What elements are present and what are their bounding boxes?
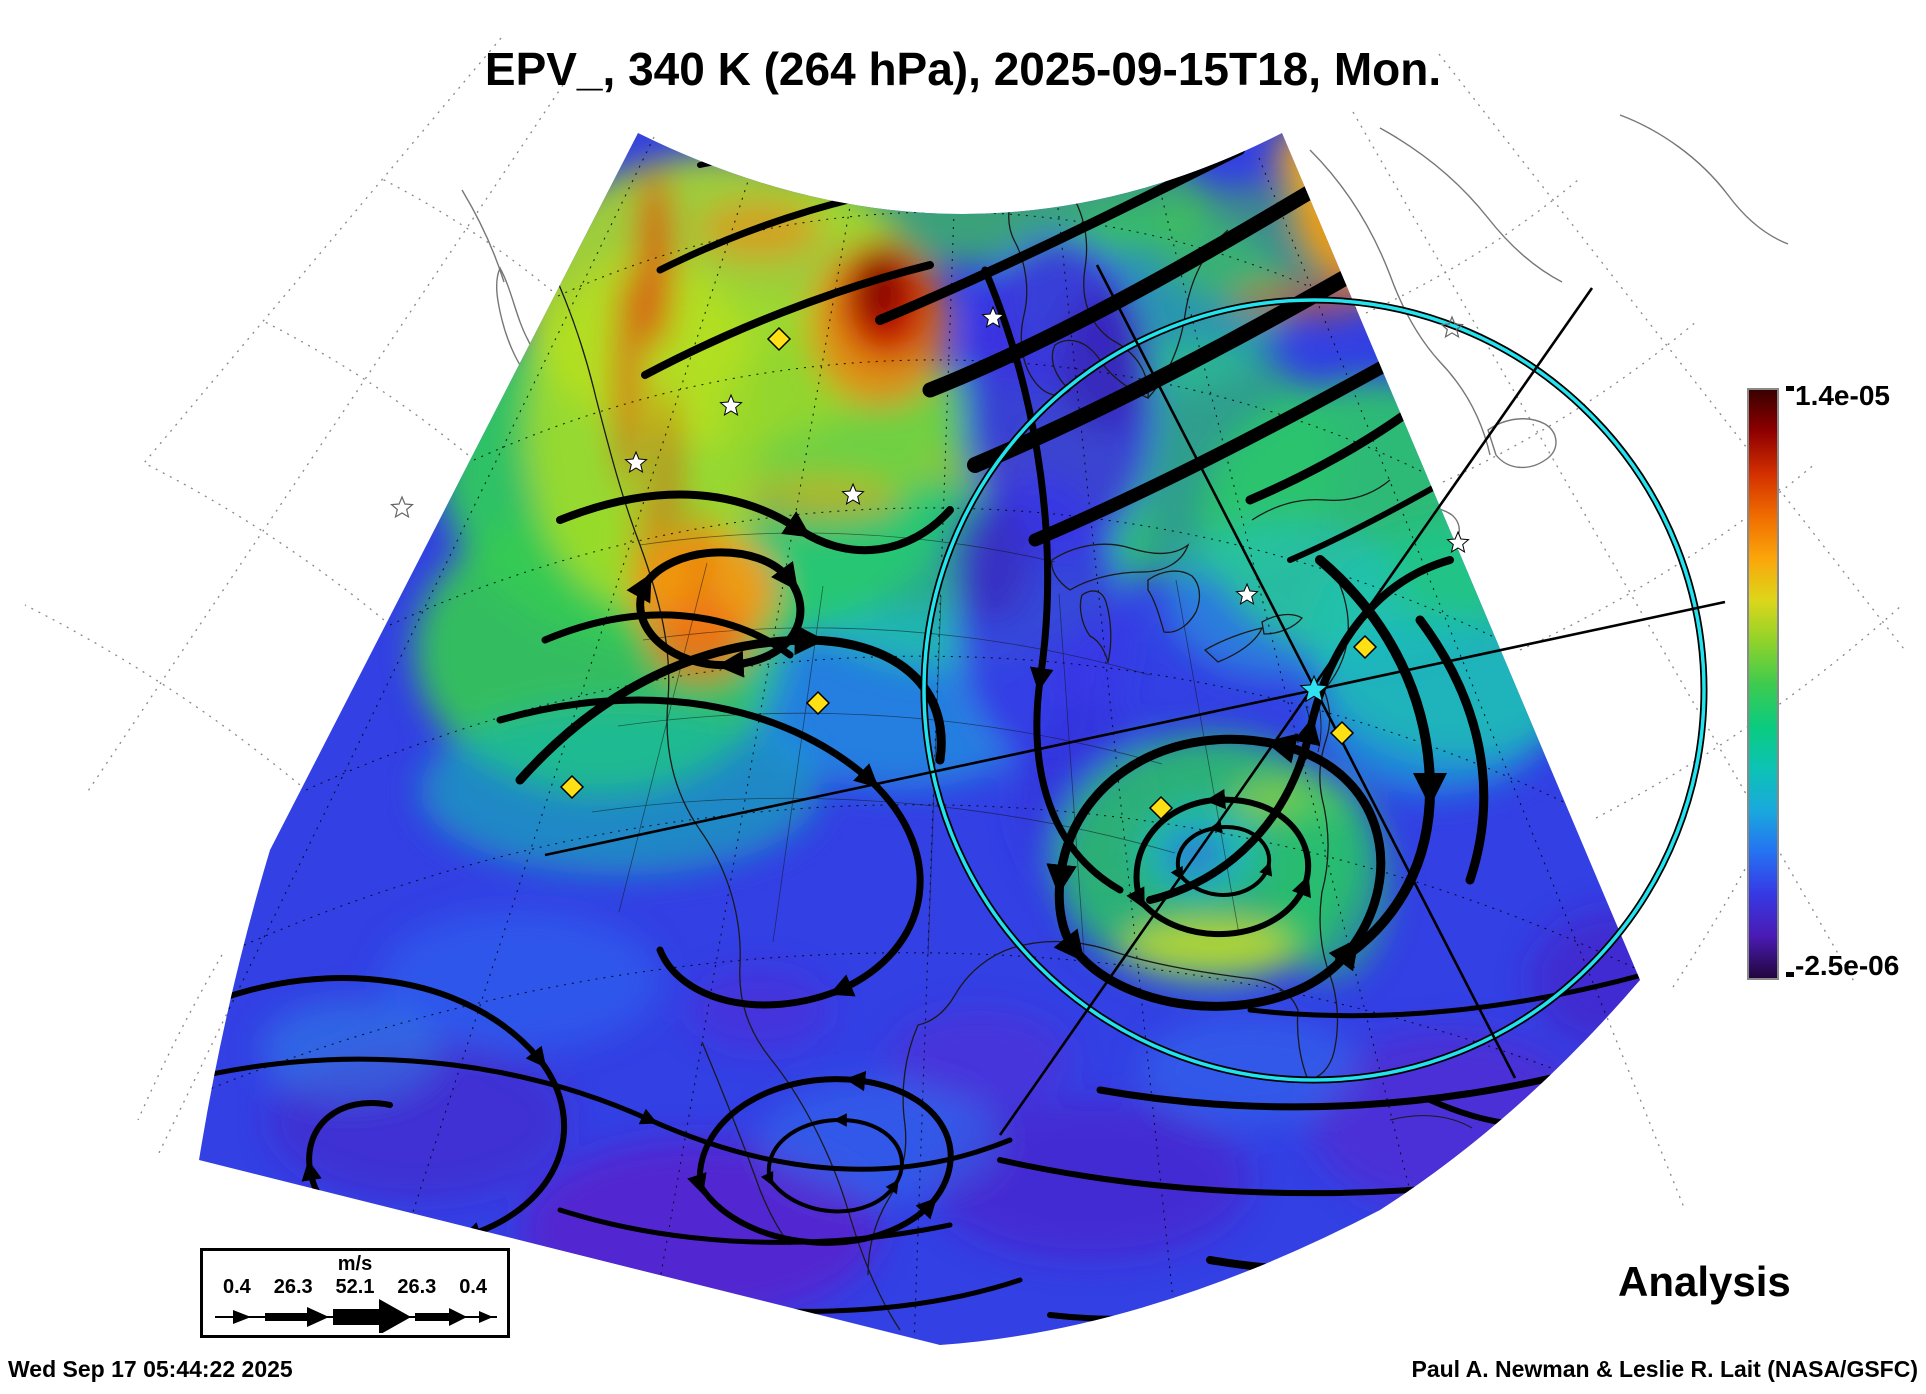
wind-legend-values: 0.4 26.3 52.1 26.3 0.4 [203, 1276, 507, 1299]
wind-legend-units: m/s [337, 1253, 373, 1275]
range-ring [920, 296, 1708, 1084]
colorbar [1747, 388, 1779, 980]
yellow-diamond-marker [559, 774, 585, 800]
cyan-star-marker [1299, 674, 1329, 703]
azimuth-line [544, 600, 1726, 857]
white-star-marker [624, 450, 648, 473]
colorbar-min-label: -2.5e-06 [1795, 950, 1900, 981]
yellow-diamond-marker [766, 326, 792, 352]
plot-title: EPV_, 340 K (264 hPa), 2025-09-15T18, Mo… [484, 43, 1442, 95]
azimuth-line [1095, 264, 1517, 1079]
colorbar-max-label: 1.4e-05 [1795, 380, 1890, 411]
yellow-diamond-marker [1329, 720, 1355, 746]
yellow-diamond-marker [1352, 634, 1378, 660]
azimuth-line [998, 287, 1594, 1136]
white-star-marker [1235, 582, 1259, 605]
white-star-marker [1446, 530, 1470, 553]
run-timestamp: Wed Sep 17 05:44:22 2025 [8, 1356, 293, 1382]
wind-speed-legend: m/s 0.4 26.3 52.1 26.3 0.4 [200, 1248, 510, 1338]
wind-speed-value: 0.4 [459, 1276, 487, 1298]
wind-speed-value: 26.3 [397, 1276, 437, 1298]
credit-text: Paul A. Newman & Leslie R. Lait (NASA/GS… [1411, 1356, 1918, 1382]
wind-speed-value: 52.1 [335, 1276, 375, 1298]
colorbar-top-tick [1786, 386, 1794, 391]
white-star-marker [719, 393, 743, 416]
wind-scale-arrows-icon [215, 1299, 497, 1333]
azimuth-lines [544, 264, 1726, 1136]
wind-speed-value: 0.4 [223, 1276, 251, 1298]
outline-star-marker [1439, 315, 1465, 339]
map-markers [389, 305, 1470, 821]
outline-star-marker [389, 495, 415, 519]
colorbar-bottom-tick [1786, 972, 1794, 977]
yellow-diamond-marker [805, 690, 831, 716]
white-star-marker [841, 482, 865, 505]
white-star-marker [981, 305, 1005, 328]
wind-speed-value: 26.3 [273, 1276, 313, 1298]
analysis-label: Analysis [1618, 1258, 1791, 1305]
yellow-diamond-marker [1148, 795, 1174, 821]
